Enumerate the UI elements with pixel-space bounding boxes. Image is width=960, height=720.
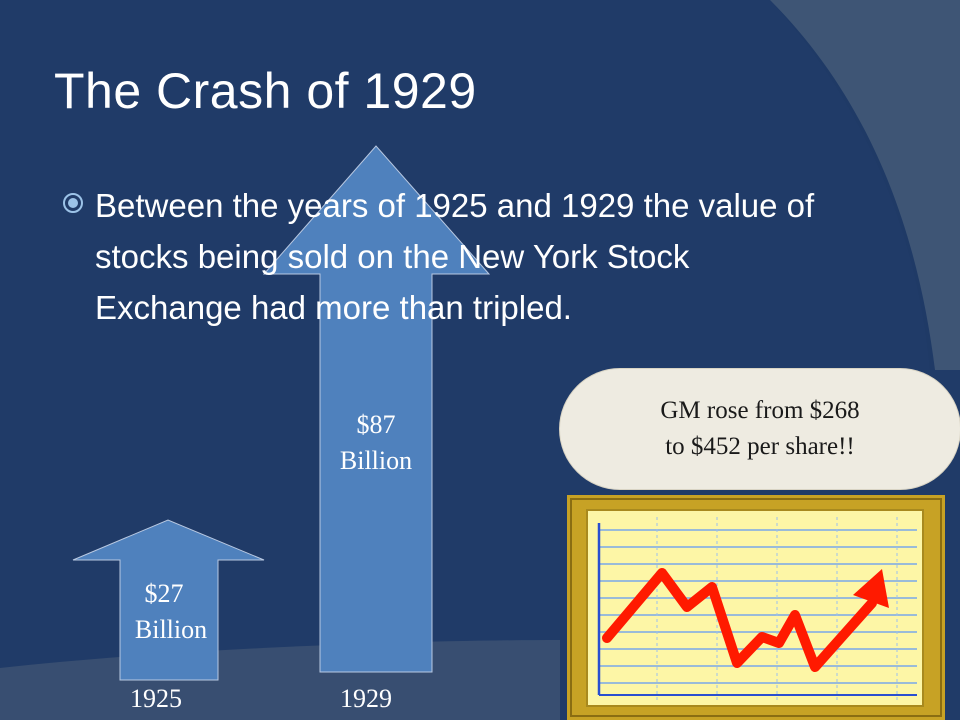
circle-bullet-icon [63, 193, 83, 213]
arrow-label-1929: $87 Billion [323, 407, 429, 479]
rising-stock-chart-icon [567, 495, 945, 720]
arrow-1925 [72, 519, 265, 681]
callout-line-2: to $452 per share!! [665, 433, 855, 460]
year-label-1929: 1929 [340, 684, 392, 713]
callout-line-1: GM rose from $268 [660, 397, 860, 424]
bullet-text: Between the years of 1925 and 1929 the v… [95, 187, 815, 326]
arrow-1929 [262, 145, 491, 673]
unit-1929: Billion [339, 446, 413, 475]
arrow-label-1925: $27 Billion [115, 576, 227, 648]
year-label-1925: 1925 [130, 684, 182, 713]
unit-1925: Billion [134, 615, 208, 644]
slide-title: The Crash of 1929 [54, 63, 477, 119]
amount-1925: $27 [144, 579, 184, 608]
gm-callout: GM rose from $268 to $452 per share!! [560, 369, 960, 489]
amount-1929: $87 [356, 410, 396, 439]
